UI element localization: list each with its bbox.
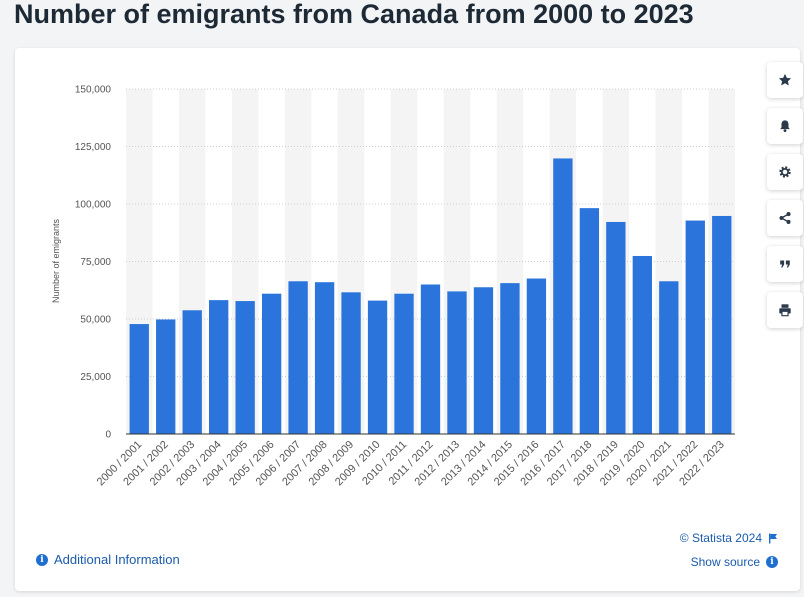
bar — [659, 281, 679, 434]
star-icon — [778, 73, 792, 86]
settings-button[interactable] — [767, 154, 803, 190]
bar — [209, 300, 229, 434]
bar — [526, 278, 547, 434]
bar — [261, 293, 282, 434]
bar — [341, 292, 361, 434]
bell-icon — [780, 120, 790, 133]
y-tick-label: 75,000 — [80, 257, 111, 268]
share-button[interactable] — [767, 200, 803, 236]
bar — [447, 291, 467, 434]
bar — [129, 324, 149, 434]
bar — [182, 310, 202, 434]
flag-icon — [769, 533, 777, 543]
chart-card: 0 25,000 50,000 75,000 100,000 125,000 150,000… — [15, 48, 803, 591]
info-icon: i — [766, 556, 778, 568]
show-source-link[interactable]: Show source i — [691, 555, 778, 569]
printer-icon — [779, 304, 791, 317]
bar — [712, 215, 732, 434]
quote-icon — [780, 260, 790, 268]
bar — [367, 300, 388, 434]
bar — [314, 282, 335, 434]
show-source-label: Show source — [690, 555, 760, 569]
y-tick-label: 100,000 — [75, 200, 112, 211]
bar-chart: 0 25,000 50,000 75,000 100,000 125,000 150,000… — [51, 85, 735, 488]
bar — [632, 255, 652, 434]
share-icon — [779, 212, 791, 224]
page-title: Number of emigrants from Canada from 200… — [14, 0, 694, 29]
bar — [156, 319, 176, 434]
print-button[interactable] — [767, 292, 803, 328]
bar — [606, 221, 626, 434]
cite-button[interactable] — [767, 246, 803, 282]
bar — [500, 283, 520, 434]
bar — [235, 301, 255, 434]
bar — [685, 220, 705, 434]
bar — [288, 281, 308, 434]
y-axis-label: Number of emigrants — [51, 218, 61, 303]
gear-icon — [779, 166, 791, 178]
y-tick-label: 50,000 — [80, 315, 111, 326]
bar — [579, 208, 600, 434]
copyright-text: © Statista 2024 — [679, 531, 762, 545]
info-icon: i — [36, 553, 48, 566]
y-tick-label: 125,000 — [75, 142, 112, 153]
additional-information-link[interactable]: i Additional Information — [36, 552, 180, 567]
bar — [394, 293, 414, 434]
bar — [473, 287, 494, 434]
y-tick-label: 25,000 — [80, 372, 111, 383]
bar — [420, 284, 441, 434]
bar — [553, 158, 573, 434]
notification-button[interactable] — [767, 108, 803, 144]
favorite-button[interactable] — [767, 62, 803, 98]
y-tick-label: 0 — [105, 430, 111, 441]
copyright: © Statista 2024 — [680, 531, 778, 545]
y-tick-label: 150,000 — [75, 85, 112, 96]
additional-information-label: Additional Information — [54, 552, 180, 567]
